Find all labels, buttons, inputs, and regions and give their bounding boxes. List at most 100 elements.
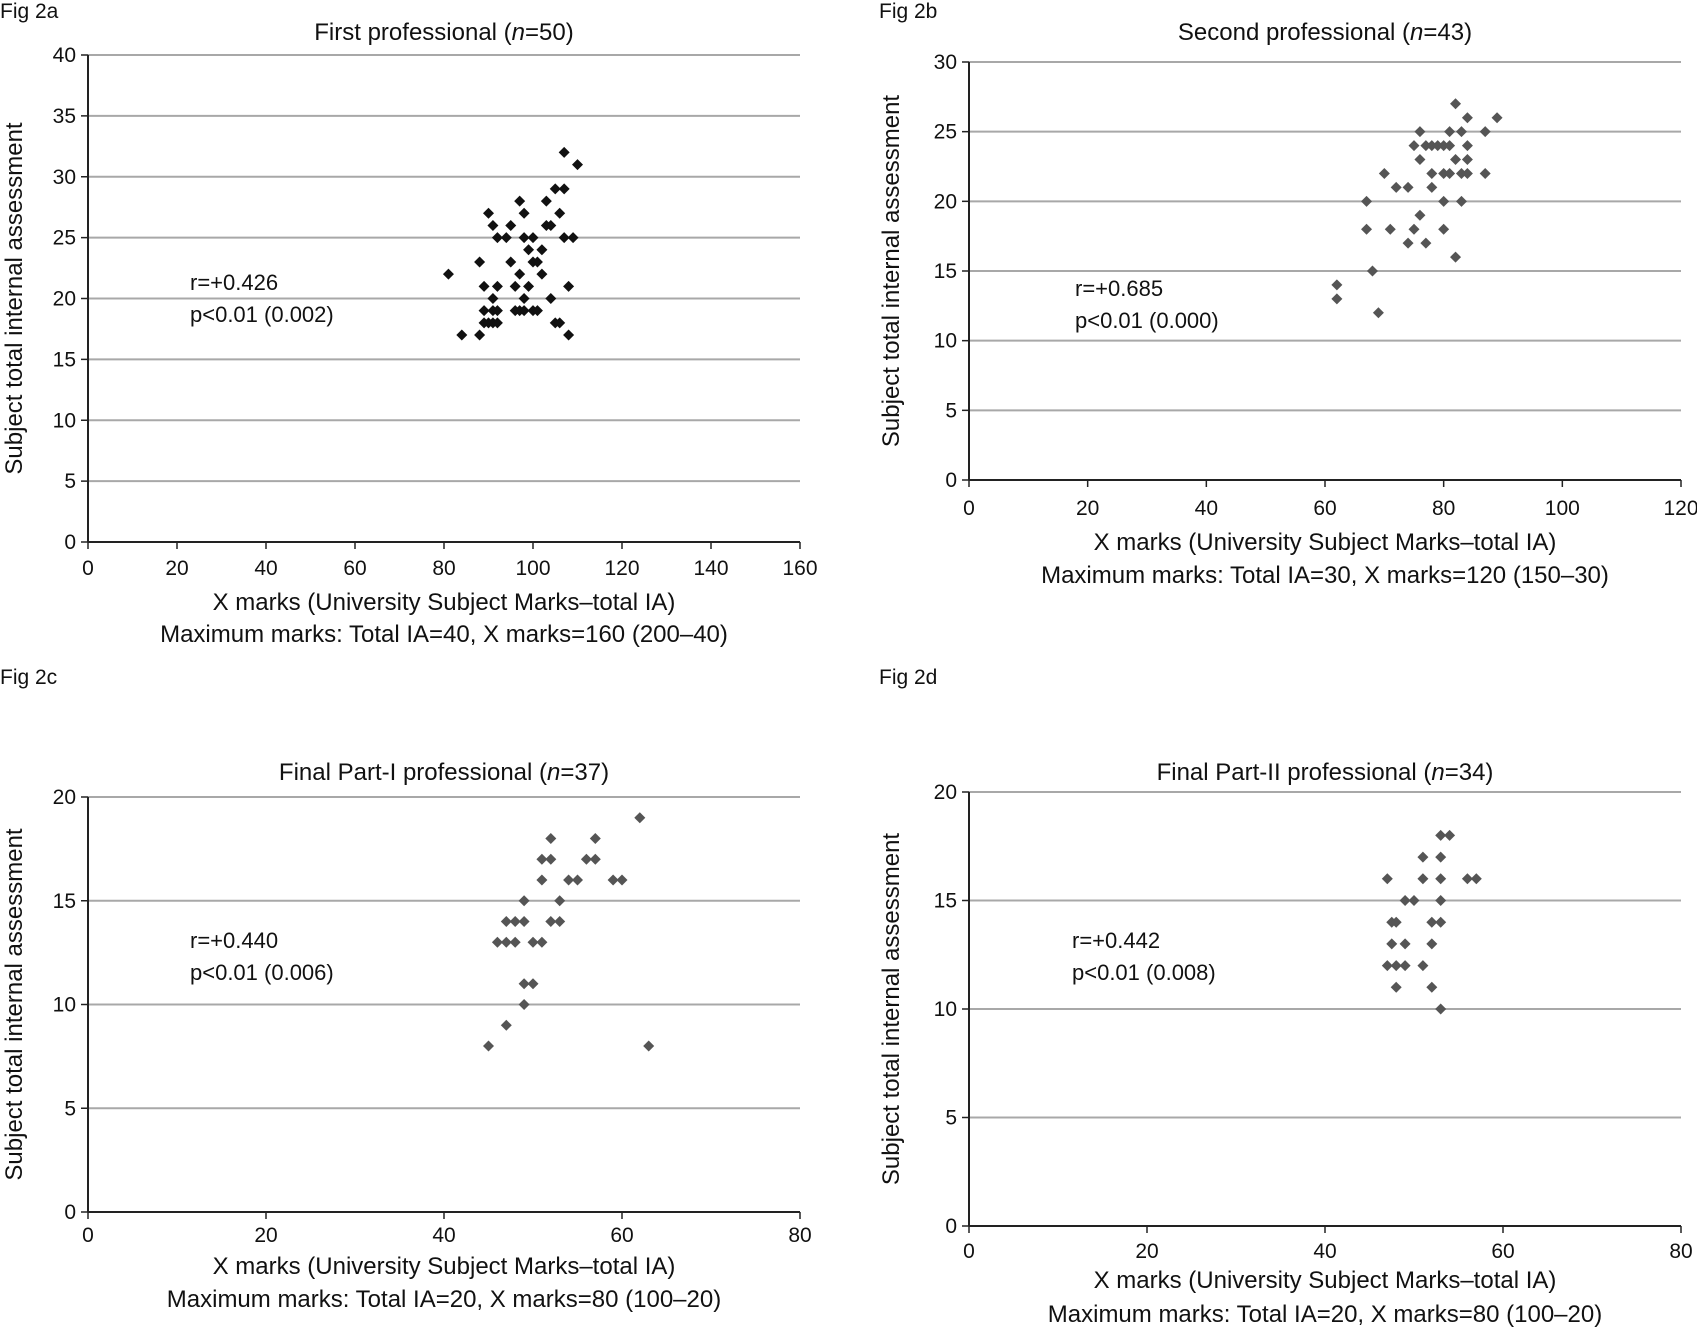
x-tick-label: 40 <box>254 557 277 580</box>
data-point <box>1426 167 1438 179</box>
data-point <box>483 1040 494 1052</box>
data-point <box>518 232 530 244</box>
data-point <box>1435 829 1447 841</box>
data-point <box>500 232 512 244</box>
data-point <box>1491 112 1503 124</box>
data-point <box>1414 126 1426 138</box>
data-point <box>1461 112 1473 124</box>
data-point <box>527 978 539 990</box>
title-count: =50) <box>525 19 574 46</box>
data-point <box>545 219 557 231</box>
data-point <box>1399 960 1411 972</box>
data-point <box>1414 154 1426 166</box>
data-point <box>1426 181 1438 193</box>
chart-panel-b: Fig 2b 0 5 10 15 20 25 30 0 20 40 60 80 100 120 Second… <box>849 0 1697 666</box>
data-point <box>1331 293 1343 305</box>
data-point <box>554 895 566 907</box>
data-point <box>478 305 490 317</box>
data-point <box>1372 307 1384 319</box>
scatter-chart: 0 5 10 15 20 0 20 40 60 80 Final Part-II professio… <box>878 759 1693 1328</box>
title-main: First professional ( <box>314 19 511 46</box>
data-point <box>563 329 575 341</box>
data-point <box>500 936 512 948</box>
correlation-r: r=+0.442 <box>1072 928 1160 953</box>
title-count: =37) <box>560 759 609 786</box>
y-tick-label: 20 <box>53 288 76 311</box>
data-point <box>1461 873 1473 885</box>
data-point <box>1417 960 1429 972</box>
data-point <box>491 280 503 292</box>
data-point <box>563 280 575 292</box>
data-point <box>1435 851 1447 863</box>
data-point <box>1390 181 1402 193</box>
data-point <box>487 219 499 231</box>
data-point <box>514 195 526 207</box>
data-point <box>580 853 592 865</box>
data-point <box>505 219 517 231</box>
y-tick-label: 5 <box>64 1097 76 1120</box>
title-main: Final Part-II professional ( <box>1157 759 1432 786</box>
data-point <box>1399 938 1411 950</box>
data-point <box>572 874 583 886</box>
data-point <box>540 195 552 207</box>
data-point <box>518 916 530 927</box>
data-point <box>545 833 557 844</box>
y-tick-label: 15 <box>53 890 76 913</box>
data-point <box>518 978 530 990</box>
y-tick-label: 10 <box>934 998 957 1021</box>
max-marks-note: Maximum marks: Total IA=40, X marks=160 … <box>160 621 728 648</box>
title-main: Second professional ( <box>1178 19 1410 46</box>
y-tick-label: 35 <box>53 105 76 128</box>
data-point <box>518 293 530 304</box>
data-point <box>1408 223 1420 235</box>
correlation-r: r=+0.440 <box>190 928 278 953</box>
data-point <box>1408 140 1420 152</box>
y-tick-label: 30 <box>934 51 957 74</box>
data-point <box>1408 895 1420 906</box>
data-point <box>509 936 521 948</box>
data-point <box>531 256 543 268</box>
title-count: =34) <box>1445 759 1494 786</box>
y-tick-label: 20 <box>934 190 957 213</box>
data-point <box>500 916 512 927</box>
data-point <box>478 280 490 292</box>
data-point <box>1479 126 1491 138</box>
data-point <box>1450 154 1462 166</box>
x-axis-label: X marks (University Subject Marks–total … <box>1094 1267 1557 1294</box>
y-tick-label: 30 <box>53 166 76 189</box>
data-point <box>607 874 619 886</box>
data-point <box>572 159 583 171</box>
y-tick-label: 5 <box>945 1107 957 1130</box>
data-point <box>1455 126 1467 138</box>
chart-title: Second professional (n=43) <box>1178 19 1472 46</box>
data-point <box>442 268 454 280</box>
chart-title: First professional (n=50) <box>314 19 573 46</box>
data-point <box>531 305 543 317</box>
data-point <box>1426 981 1438 993</box>
x-tick-label: 20 <box>1076 497 1099 520</box>
title-n: n <box>1410 19 1423 46</box>
y-tick-label: 25 <box>53 227 76 250</box>
y-tick-label: 10 <box>53 409 76 432</box>
y-axis-label: Subject total internal assessment <box>878 95 905 448</box>
p-value: p<0.01 (0.008) <box>1072 960 1216 985</box>
data-point <box>1384 223 1396 235</box>
data-point <box>1450 98 1462 110</box>
data-point <box>1426 140 1438 152</box>
x-axis-label: X marks (University Subject Marks–total … <box>213 1253 676 1280</box>
x-tick-label: 100 <box>515 557 550 580</box>
data-point <box>1399 895 1411 906</box>
data-point <box>563 874 575 886</box>
x-tick-label: 0 <box>963 497 975 520</box>
x-tick-label: 80 <box>788 1224 811 1247</box>
y-tick-label: 5 <box>64 470 76 493</box>
data-point <box>509 916 521 927</box>
data-point <box>1444 829 1456 841</box>
data-point <box>1444 140 1456 152</box>
x-tick-label: 20 <box>165 557 188 580</box>
data-point <box>1444 126 1456 138</box>
data-point <box>643 1040 655 1052</box>
data-point <box>536 853 548 865</box>
x-tick-label: 40 <box>1195 497 1218 520</box>
scatter-chart: 0 5 10 15 20 0 20 40 60 80 Final Part-I profession… <box>1 759 812 1313</box>
